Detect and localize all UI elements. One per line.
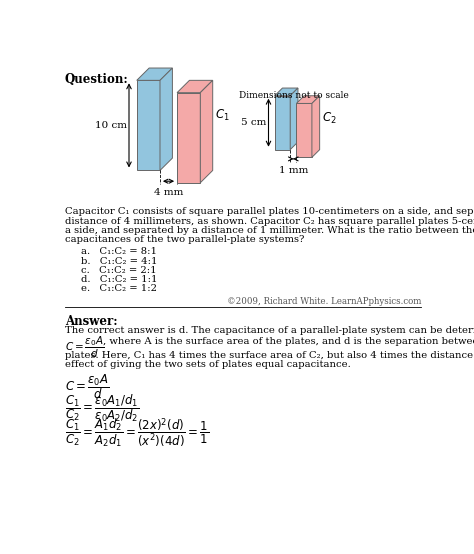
Polygon shape [177,93,201,183]
Text: Answer:: Answer: [64,315,117,328]
Text: , where A is the surface area of the plates, and d is the separation between the: , where A is the surface area of the pla… [103,337,474,346]
Text: a side, and separated by a distance of 1 millimeter. What is the ratio between t: a side, and separated by a distance of 1… [64,226,474,235]
Text: e.   C₁:C₂ = 1:2: e. C₁:C₂ = 1:2 [81,284,157,294]
Polygon shape [177,80,213,93]
Text: $C_1$: $C_1$ [215,108,230,124]
Text: Capacitor C₁ consists of square parallel plates 10-centimeters on a side, and se: Capacitor C₁ consists of square parallel… [64,207,474,217]
Text: plates. Here, C₁ has 4 times the surface area of C₂, but also 4 times the distan: plates. Here, C₁ has 4 times the surface… [64,351,474,360]
Polygon shape [312,96,319,157]
Text: capacitances of the two parallel-plate systems?: capacitances of the two parallel-plate s… [64,235,304,244]
Polygon shape [296,104,312,157]
Polygon shape [137,68,173,80]
Polygon shape [160,68,173,171]
Text: c.   C₁:C₂ = 2:1: c. C₁:C₂ = 2:1 [81,266,156,275]
Text: 10 cm: 10 cm [95,121,127,130]
Text: $C = \dfrac{\varepsilon_0 A}{d}$: $C = \dfrac{\varepsilon_0 A}{d}$ [64,372,109,401]
Text: ©2009, Richard White. LearnAPphysics.com: ©2009, Richard White. LearnAPphysics.com [227,297,421,306]
Text: 1 mm: 1 mm [279,166,308,175]
Polygon shape [275,96,290,150]
Text: a.   C₁:C₂ = 8:1: a. C₁:C₂ = 8:1 [81,248,157,257]
Text: b.   C₁:C₂ = 4:1: b. C₁:C₂ = 4:1 [81,257,157,266]
Text: $C = \dfrac{\varepsilon_0 A}{d}$: $C = \dfrac{\varepsilon_0 A}{d}$ [64,335,104,360]
Text: effect of giving the two sets of plates equal capacitance.: effect of giving the two sets of plates … [64,360,350,369]
Text: Question:: Question: [64,73,128,86]
Polygon shape [275,88,298,96]
Text: 5 cm: 5 cm [241,118,266,127]
Polygon shape [290,88,298,150]
Text: $C_2$: $C_2$ [322,111,337,126]
Text: distance of 4 millimeters, as shown. Capacitor C₂ has square parallel plates 5-c: distance of 4 millimeters, as shown. Cap… [64,217,474,225]
Text: The correct answer is d. The capacitance of a parallel-plate system can be deter: The correct answer is d. The capacitance… [64,326,474,335]
Polygon shape [201,80,213,183]
Polygon shape [137,80,160,171]
Text: Dimensions not to scale: Dimensions not to scale [239,91,349,100]
Text: $\dfrac{C_1}{C_2} = \dfrac{\varepsilon_0 A_1 / d_1}{\varepsilon_0 A_2 / d_2}$: $\dfrac{C_1}{C_2} = \dfrac{\varepsilon_0… [64,392,139,424]
Text: $\dfrac{C_1}{C_2} = \dfrac{A_1 d_2}{A_2 d_1} = \dfrac{(2x)^2(d)}{(x^2)(4d)} = \d: $\dfrac{C_1}{C_2} = \dfrac{A_1 d_2}{A_2 … [64,417,209,450]
Text: d.   C₁:C₂ = 1:1: d. C₁:C₂ = 1:1 [81,275,157,284]
Polygon shape [296,96,319,104]
Text: 4 mm: 4 mm [154,188,183,197]
